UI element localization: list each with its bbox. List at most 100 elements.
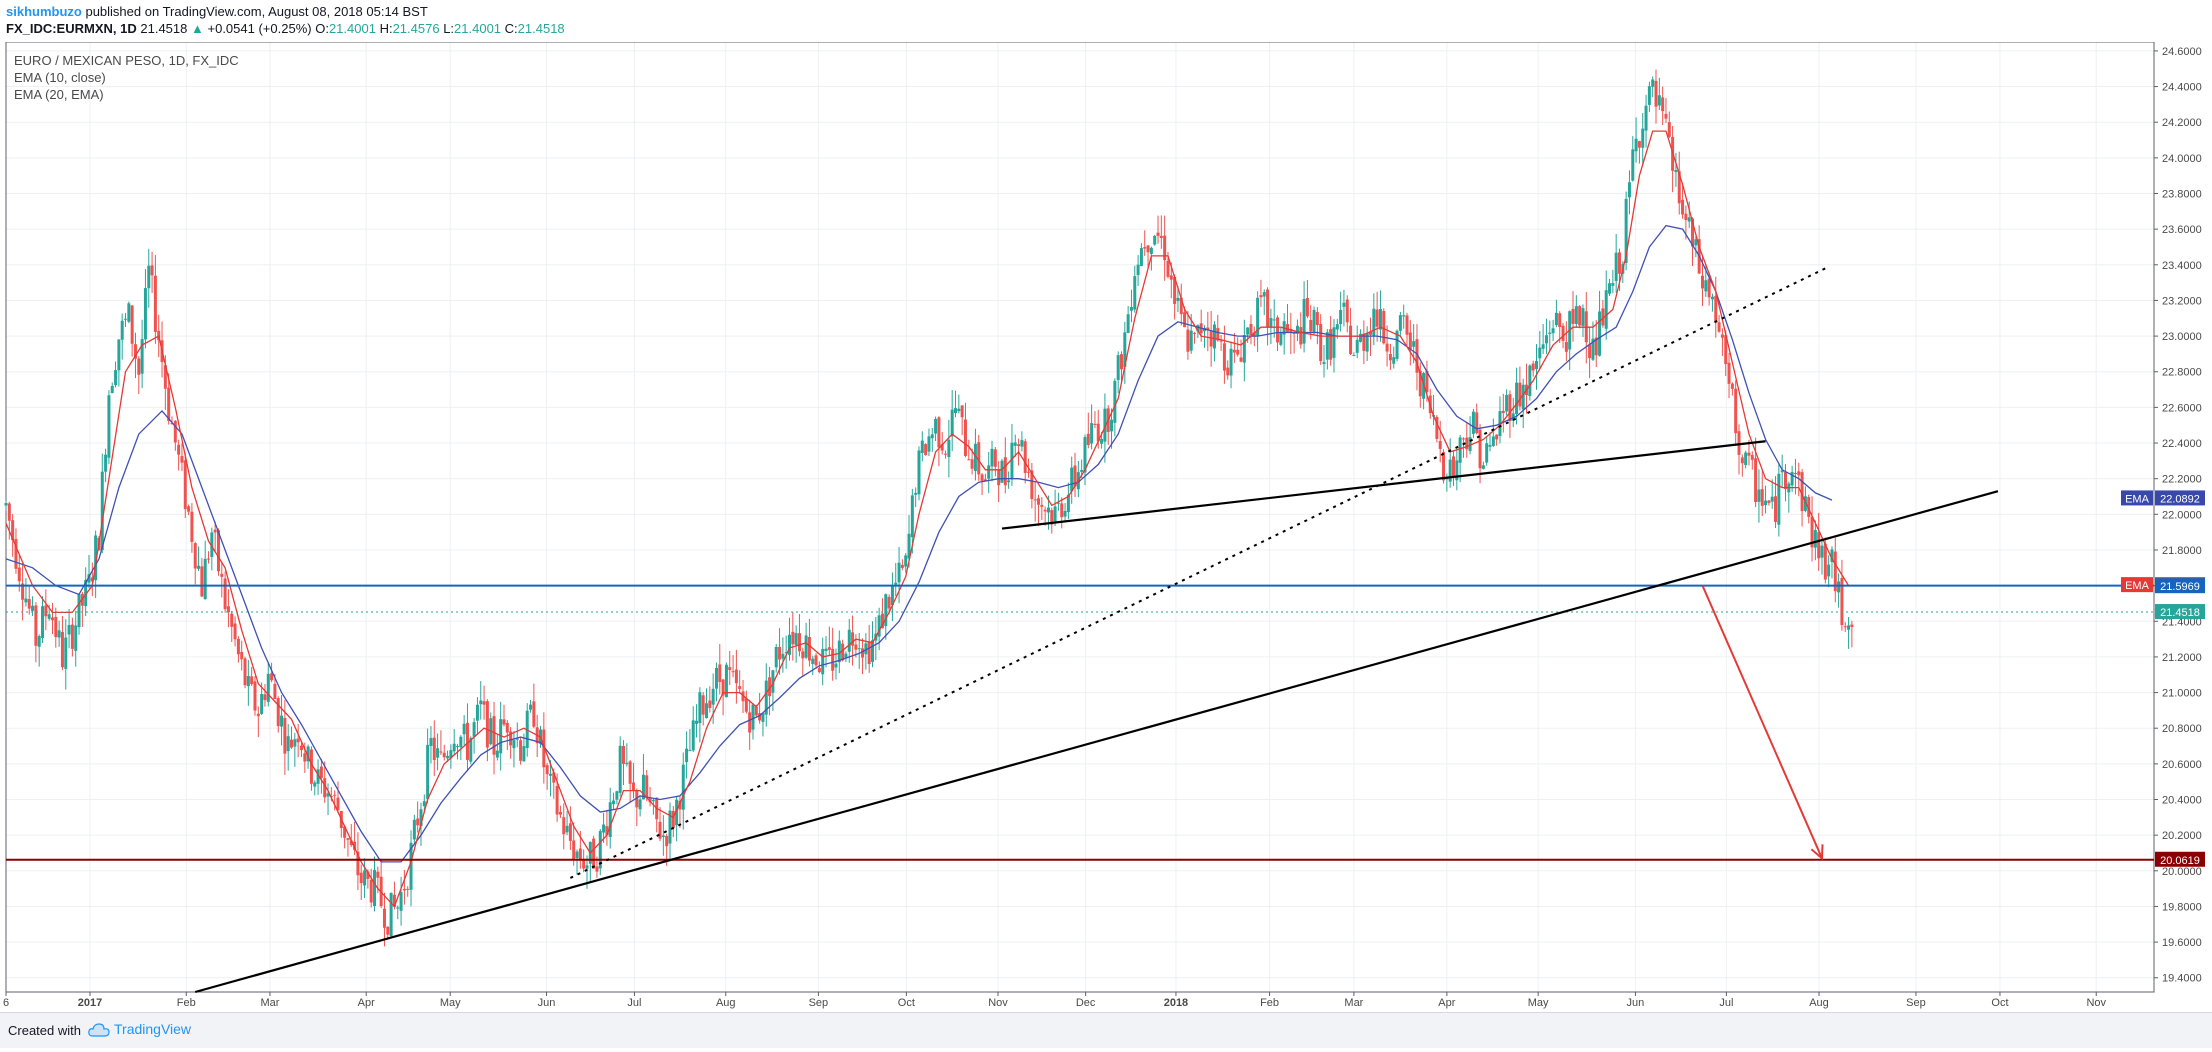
candle-body <box>1617 252 1621 274</box>
candle <box>87 554 91 589</box>
candle-body <box>1548 332 1552 334</box>
candle-body <box>386 926 390 935</box>
candle <box>200 558 204 598</box>
y-tick-label: 23.8000 <box>2162 189 2202 201</box>
candle-body <box>930 434 934 439</box>
candle <box>286 723 290 771</box>
candle-body <box>326 793 330 797</box>
candle <box>565 811 569 836</box>
candle <box>293 732 297 767</box>
candle-body <box>778 646 782 660</box>
candle <box>1827 555 1831 588</box>
candle <box>781 637 785 673</box>
candle <box>382 892 386 947</box>
candle-body <box>243 658 247 686</box>
candle-body <box>505 722 509 733</box>
candle <box>844 651 848 663</box>
candle-body <box>1315 312 1319 326</box>
author-link[interactable]: sikhumbuzo <box>6 4 82 19</box>
candle-body <box>1604 290 1608 329</box>
candle-body <box>1495 434 1499 440</box>
tradingview-link[interactable]: TradingView <box>114 1021 192 1037</box>
candle <box>562 803 566 850</box>
candle-body <box>1136 264 1140 276</box>
candle-body <box>1073 465 1077 487</box>
candle-body <box>1521 384 1525 410</box>
candle <box>698 687 702 743</box>
candle-body <box>1066 494 1070 513</box>
candle-body <box>60 631 64 668</box>
candle-body <box>854 644 858 650</box>
candle-body <box>734 669 738 684</box>
candle-body <box>1764 500 1768 506</box>
candle-body <box>492 716 496 755</box>
candle <box>426 728 430 804</box>
candle-body <box>366 871 370 880</box>
candle-body <box>605 826 609 836</box>
candle <box>1352 352 1356 357</box>
candle <box>509 727 513 759</box>
candle-body <box>306 746 310 762</box>
candle-body <box>658 821 662 839</box>
candle-body <box>1183 312 1187 328</box>
candle <box>1737 424 1741 475</box>
candle-body <box>807 637 811 661</box>
candle <box>628 760 632 803</box>
legend-ema20[interactable]: EMA (20, EMA) <box>14 87 104 102</box>
x-tick-label: Feb <box>177 997 196 1009</box>
candle-body <box>273 683 277 700</box>
candle-body <box>1578 306 1582 326</box>
candle <box>728 650 732 685</box>
candle <box>432 720 436 777</box>
open-label: O: <box>315 21 329 36</box>
candle-body <box>1837 581 1841 593</box>
candle <box>724 662 728 698</box>
candle <box>1066 482 1070 520</box>
support-price-label: 21.5969 <box>2155 578 2205 594</box>
cloud-logo-icon[interactable] <box>88 1023 110 1037</box>
candle <box>147 248 151 308</box>
candle <box>319 758 323 794</box>
candle <box>1750 451 1754 470</box>
candle-body <box>784 652 788 654</box>
candle <box>11 514 15 557</box>
ema20-price-label: EMA 22.0892 <box>2121 490 2205 506</box>
candle-body <box>618 745 622 793</box>
candle-body <box>1608 283 1612 294</box>
last-price-label: 21.4518 <box>2155 604 2205 620</box>
low-label: L: <box>443 21 455 36</box>
candle-body <box>31 605 35 611</box>
candle-body <box>1359 333 1363 342</box>
candle <box>1634 117 1638 163</box>
candle-body <box>1050 510 1054 525</box>
candle-body <box>1252 332 1256 337</box>
candle <box>399 876 403 926</box>
candle <box>1378 290 1382 342</box>
candle <box>947 419 951 478</box>
candle-body <box>1392 357 1396 364</box>
candle <box>1511 397 1515 428</box>
candle-body <box>260 694 264 714</box>
candle <box>1216 314 1220 342</box>
candle <box>1040 497 1044 520</box>
symbol-label[interactable]: FX_IDC:EURMXN, 1D <box>6 21 137 36</box>
candle-body <box>223 578 227 610</box>
candle <box>1212 321 1216 362</box>
candle <box>950 390 954 452</box>
candle <box>253 676 257 716</box>
candle-body <box>827 647 831 650</box>
x-tick-label: Jul <box>1719 997 1733 1009</box>
candle <box>861 638 865 675</box>
candle-body <box>565 825 569 833</box>
candle-body <box>1720 334 1724 338</box>
candle <box>871 621 875 668</box>
legend-title[interactable]: EURO / MEXICAN PESO, 1D, FX_IDC <box>14 53 239 68</box>
legend-ema10[interactable]: EMA (10, close) <box>14 70 106 85</box>
candle-body <box>1186 329 1190 352</box>
candle-body <box>296 738 300 743</box>
candle <box>333 790 337 811</box>
candle-body <box>230 613 234 627</box>
candle <box>1259 279 1263 308</box>
